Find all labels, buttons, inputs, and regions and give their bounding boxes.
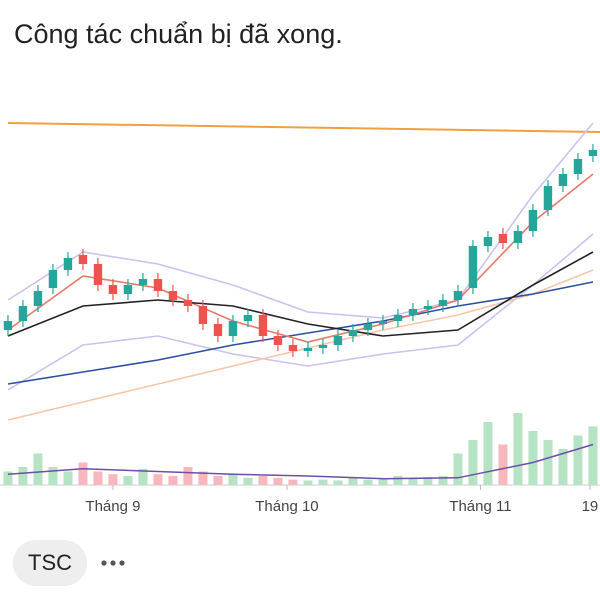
volume-bar <box>543 440 553 485</box>
candle-body <box>438 300 448 306</box>
volume-bar <box>213 476 223 485</box>
volume-bar <box>558 449 568 485</box>
volume-bar <box>393 476 403 485</box>
indicator-line <box>7 269 594 421</box>
candle-body <box>123 285 133 294</box>
indicator-line <box>7 122 600 133</box>
x-tick-label: Tháng 9 <box>85 498 140 515</box>
volume-average-line <box>7 443 594 480</box>
volume-bar <box>573 435 583 485</box>
candle-body <box>543 186 553 210</box>
volume-bar <box>138 468 148 485</box>
volume-bar <box>513 413 523 485</box>
x-tick-label: 19 <box>582 498 599 515</box>
volume-bar <box>498 444 508 485</box>
indicator-line <box>7 233 594 391</box>
volume-bar <box>378 478 388 485</box>
candle-body <box>513 231 523 243</box>
volume-bar <box>303 480 313 485</box>
candle-body <box>363 324 373 330</box>
candle-body <box>108 285 118 294</box>
candle-body <box>528 210 538 231</box>
candle-body <box>18 306 28 321</box>
candle-body <box>3 321 13 330</box>
candle-body <box>333 336 343 345</box>
volume-bar <box>243 477 253 485</box>
candle-body <box>318 345 328 348</box>
candle-body <box>138 279 148 285</box>
tag-label[interactable]: TSC <box>28 550 72 575</box>
volume-bar <box>258 476 268 485</box>
candle-body <box>93 264 103 285</box>
more-button[interactable] <box>101 560 125 566</box>
x-tick-label: Tháng 10 <box>255 498 318 515</box>
candle-body <box>588 150 598 156</box>
volume-bar <box>153 474 163 485</box>
candle-body <box>303 348 313 351</box>
volume-bar <box>588 426 598 485</box>
x-tick-label: Tháng 11 <box>449 498 511 515</box>
candle-body <box>48 270 58 288</box>
candle-body <box>183 300 193 306</box>
candle-body <box>348 330 358 336</box>
volume-bar <box>273 477 283 485</box>
volume-bar <box>438 476 448 485</box>
volume-bar <box>183 467 193 485</box>
candle-body <box>558 174 568 186</box>
candle-body <box>243 315 253 321</box>
candle-body <box>393 315 403 321</box>
indicator-line <box>7 122 594 319</box>
volume-bar <box>48 467 58 485</box>
volume-bar <box>93 471 103 485</box>
volume-bar <box>423 476 433 485</box>
candle-body <box>228 321 238 336</box>
volume-bar <box>3 471 13 485</box>
volume-bar <box>453 453 463 485</box>
candle-body <box>63 258 73 270</box>
candle-body <box>258 315 268 336</box>
indicator-line <box>7 281 594 385</box>
candle-body <box>78 255 88 264</box>
volume-bar <box>123 476 133 485</box>
candle-body <box>198 306 208 324</box>
volume-bar <box>483 422 493 485</box>
candle-body <box>33 291 43 306</box>
volume-bar <box>198 471 208 485</box>
volume-bar <box>18 467 28 485</box>
volume-bar <box>318 479 328 485</box>
volume-bar <box>468 440 478 485</box>
candle-body <box>378 321 388 324</box>
volume-bar <box>528 431 538 485</box>
tag-pill[interactable] <box>13 540 87 586</box>
post-text: Công tác chuẩn bị đã xong. <box>14 19 343 49</box>
volume-bar <box>288 479 298 485</box>
candle-body <box>483 237 493 246</box>
candle-body <box>408 309 418 315</box>
volume-bar <box>228 474 238 485</box>
volume-bar <box>168 476 178 485</box>
volume-bar <box>33 453 43 485</box>
candle-body <box>498 234 508 243</box>
indicator-line <box>7 251 594 337</box>
candle-body <box>423 306 433 309</box>
volume-bar <box>63 471 73 485</box>
candle-body <box>273 336 283 345</box>
volume-bar <box>333 480 343 485</box>
candle-body <box>288 345 298 351</box>
volume-bar <box>348 477 358 485</box>
volume-bar <box>408 477 418 485</box>
candle-body <box>153 279 163 291</box>
candle-body <box>573 159 583 174</box>
candle-body <box>468 246 478 288</box>
candle-body <box>453 291 463 300</box>
volume-bar <box>108 474 118 485</box>
candle-body <box>213 324 223 336</box>
volume-bar <box>363 479 373 485</box>
candle-body <box>168 291 178 300</box>
chart: Tháng 9 Tháng 10 Tháng 11 19 <box>0 122 600 515</box>
volume-bar <box>78 462 88 485</box>
indicator-line <box>7 173 594 343</box>
